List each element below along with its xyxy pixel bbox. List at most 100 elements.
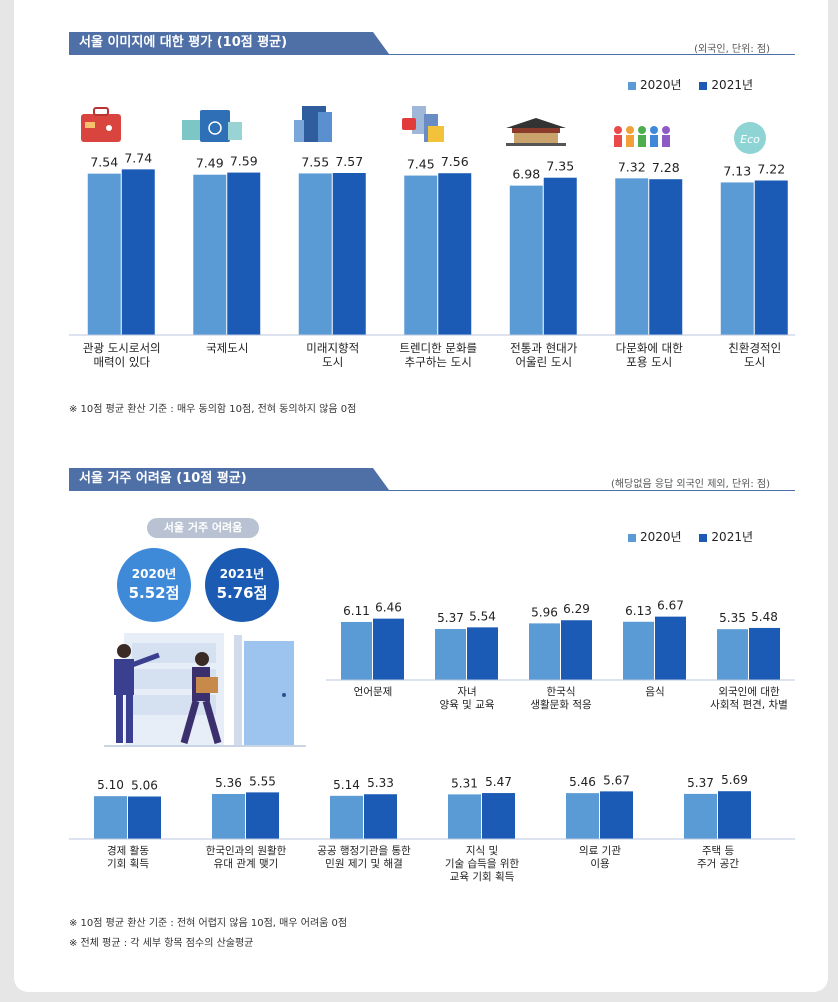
palace-icon [506, 118, 566, 146]
data-label-2021-3: 7.56 [441, 154, 469, 169]
bar-2021-2 [561, 620, 592, 680]
data-label-2020-3: 5.31 [451, 776, 478, 790]
section2-rule [69, 490, 795, 491]
avg-2021-circle: 2021년 5.76점 [205, 548, 279, 622]
legend-2021: 2021년 [699, 78, 753, 92]
bar-2021-2 [332, 173, 366, 335]
data-label-2021-1: 5.54 [469, 609, 496, 623]
category-label-1: 국제도시 [206, 341, 248, 355]
category-label-5: 다문화에 대한 포용 도시 [616, 341, 684, 369]
bar-2021-1 [227, 172, 261, 335]
bar-2021-5 [649, 179, 683, 335]
data-label-2020-2: 5.14 [333, 778, 360, 792]
category-label-5: 주택 등 주거 공간 [697, 845, 739, 870]
data-label-2021-4: 7.35 [546, 159, 574, 174]
people-icon [614, 126, 670, 147]
image-rating-chart: Eco 7.54 7.74 7.49 7.59 7.55 7.57 7.45 7.56 6.98… [69, 106, 795, 369]
data-label-2020-0: 7.54 [90, 155, 118, 170]
data-label-2020-6: 7.13 [723, 163, 751, 178]
chart1-plot: 7.54 7.74 7.49 7.59 7.55 7.57 7.45 7.56 6.98 7.35… [87, 150, 788, 335]
chart1-category-labels: 관광 도시로서의 매력이 있다 국제도시 미래지향적 도시 트렌디한 문화를 추구하는 도시… [83, 341, 781, 369]
category-label-0: 관광 도시로서의 매력이 있다 [83, 341, 161, 369]
legend-swatch-2020 [628, 81, 636, 90]
legend2-label-2020: 2020년 [640, 530, 682, 544]
data-label-2021-0: 7.74 [124, 150, 152, 165]
bar-2021-1 [467, 627, 498, 680]
category-label-4: 외국인에 대한 사회적 편견, 차별 [710, 686, 788, 711]
data-label-2020-4: 6.98 [512, 167, 540, 182]
category-label-0: 언어문제 [354, 686, 393, 698]
category-label-1: 한국인과의 원활한 유대 관계 맺기 [206, 844, 287, 870]
bar-2020-4 [509, 185, 543, 335]
section2-legend: 2020년 2021년 [614, 528, 753, 545]
bar-2021-3 [482, 793, 515, 839]
bar-2020-2 [529, 623, 560, 680]
bar-2020-1 [435, 628, 466, 680]
category-label-2: 미래지향적 도시 [306, 341, 359, 369]
bar-2021-6 [754, 180, 788, 335]
bar-2021-4 [749, 627, 780, 680]
bar-2020-1 [193, 174, 227, 335]
data-label-2021-4: 5.67 [603, 773, 630, 787]
category-label-4: 의료 기관 이용 [579, 845, 621, 870]
chart2-plot: 6.11 6.46 5.37 5.54 5.96 6.29 6.13 6.67 5.35 5.48 [341, 599, 780, 680]
section1-rule [69, 54, 795, 55]
data-label-2020-2: 7.55 [301, 154, 329, 169]
data-label-2021-0: 5.06 [131, 778, 158, 792]
passport-icon [182, 110, 242, 142]
legend-2020: 2020년 [628, 78, 682, 92]
bar-2021-2 [364, 794, 397, 839]
difficulty-chart-top: 6.11 6.46 5.37 5.54 5.96 6.29 6.13 6.67 5.35 5.48… [326, 599, 795, 711]
buildings-icon [294, 106, 332, 142]
data-label-2021-4: 5.48 [751, 610, 778, 624]
data-label-2021-2: 6.29 [563, 602, 590, 616]
bar-2020-3 [623, 621, 654, 680]
bar-2020-6 [720, 182, 754, 335]
data-label-2021-1: 5.55 [249, 774, 276, 788]
data-label-2021-5: 5.69 [721, 773, 748, 787]
data-label-2020-0: 6.11 [343, 604, 370, 618]
legend2-swatch-2020 [628, 533, 636, 542]
chart2-category-labels: 언어문제 자녀 양육 및 교육 한국식 생활문화 적응 음식 외국인에 대한 사회적 편견, … [354, 686, 788, 711]
section2-note-2: ※ 전체 평균 : 각 세부 항목 점수의 산술평균 [69, 938, 254, 949]
data-label-2020-4: 5.46 [569, 775, 596, 789]
legend2-2021: 2021년 [699, 530, 753, 544]
bar-2021-5 [718, 791, 751, 839]
bar-2021-1 [246, 792, 279, 839]
data-label-2020-5: 7.32 [618, 159, 646, 174]
bar-2021-4 [543, 177, 577, 335]
data-label-2020-3: 6.13 [625, 604, 652, 618]
category-label-2: 한국식 생활문화 적응 [530, 686, 592, 711]
data-label-2021-0: 6.46 [375, 601, 402, 615]
chart3-category-labels: 경제 활동 기회 획득 한국인과의 원활한 유대 관계 맺기 공공 행정기관을 통한 민원… [107, 844, 739, 883]
section1-legend: 2020년 2021년 [614, 76, 753, 93]
bar-2021-0 [373, 618, 404, 680]
data-label-2021-5: 7.28 [652, 160, 680, 175]
category-label-1: 자녀 양육 및 교육 [440, 686, 495, 711]
svg-text:Eco: Eco [740, 133, 760, 146]
data-label-2021-1: 7.59 [230, 154, 258, 169]
bar-2020-5 [615, 178, 649, 335]
moving-people-illustration [104, 633, 306, 747]
difficulty-chart-bottom: 5.10 5.06 5.36 5.55 5.14 5.33 5.31 5.47 5.46 5.67… [69, 773, 795, 883]
chart3-plot: 5.10 5.06 5.36 5.55 5.14 5.33 5.31 5.47 5.46 5.67… [94, 773, 751, 839]
data-label-2021-3: 6.67 [657, 599, 684, 613]
bar-2020-4 [717, 629, 748, 680]
bar-2021-0 [128, 796, 161, 839]
section1-note: ※ 10점 평균 환산 기준 : 매우 동의함 10점, 전혀 동의하지 않음 … [69, 404, 357, 415]
category-label-4: 전통과 현대가 어울린 도시 [510, 341, 578, 369]
section1-title: 서울 이미지에 대한 평가 (10점 평균) [69, 32, 389, 54]
data-label-2020-4: 5.35 [719, 611, 746, 625]
data-label-2020-1: 7.49 [196, 156, 224, 171]
bar-2020-2 [330, 795, 363, 839]
category-label-2: 공공 행정기관을 통한 민원 제기 및 해결 [317, 845, 411, 870]
avg-2020-year: 2020년 [131, 567, 177, 581]
legend2-swatch-2021 [699, 533, 708, 542]
data-label-2020-1: 5.36 [215, 776, 242, 790]
category-label-3: 트렌디한 문화를 추구하는 도시 [399, 341, 477, 369]
category-label-3: 지식 및 기술 습득을 위한 교육 기회 획득 [445, 845, 520, 883]
data-label-2020-3: 7.45 [407, 157, 435, 172]
bar-2020-2 [298, 173, 332, 335]
bar-2021-0 [121, 169, 155, 335]
bar-2020-0 [94, 796, 127, 839]
